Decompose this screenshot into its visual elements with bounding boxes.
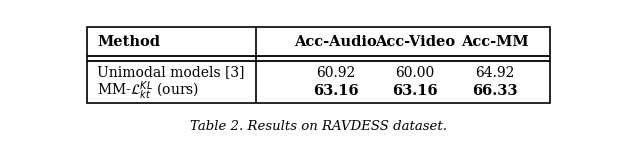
Text: 63.16: 63.16 (313, 84, 358, 98)
Text: Acc-Video: Acc-Video (375, 34, 455, 49)
Text: 60.92: 60.92 (316, 66, 355, 80)
Text: MM-$\mathcal{L}_{kt}^{KL}$ (ours): MM-$\mathcal{L}_{kt}^{KL}$ (ours) (97, 80, 199, 102)
Text: Acc-Audio: Acc-Audio (294, 34, 377, 49)
Text: 60.00: 60.00 (396, 66, 435, 80)
Text: Unimodal models [3]: Unimodal models [3] (97, 66, 244, 80)
Text: Acc-MM: Acc-MM (461, 34, 529, 49)
Text: 63.16: 63.16 (392, 84, 438, 98)
Text: 64.92: 64.92 (475, 66, 514, 80)
Text: 66.33: 66.33 (472, 84, 518, 98)
Text: Method: Method (97, 34, 160, 49)
Text: Table 2. Results on RAVDESS dataset.: Table 2. Results on RAVDESS dataset. (190, 120, 447, 133)
